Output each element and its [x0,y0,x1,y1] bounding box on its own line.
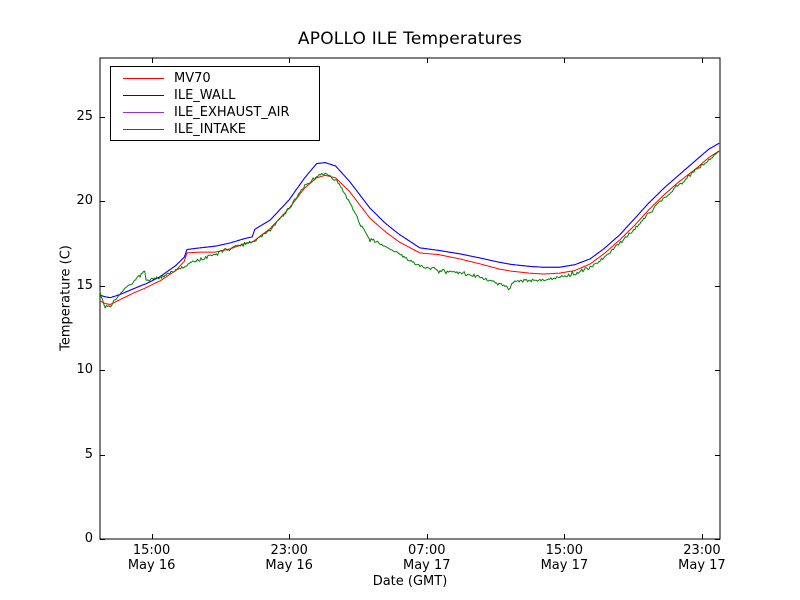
legend-label: ILE_EXHAUST_AIR [174,105,290,120]
legend: MV70 ILE_WALL ILE_EXHAUST_AIR ILE_INTAKE [110,66,320,141]
y-tick-label: 5 [84,446,93,462]
chart-title: APOLLO ILE Temperatures [297,29,523,49]
x-tick-label: 15:00 May 16 [127,543,176,573]
legend-line-swatch [123,112,164,113]
y-tick-label: 0 [84,531,93,546]
x-tick-label: 23:00 May 16 [265,543,313,573]
legend-label: ILE_INTAKE [174,122,246,137]
y-tick-label: 20 [76,193,93,209]
series-line-ile_intake [99,151,720,309]
legend-row: ILE_EXHAUST_AIR [111,104,319,121]
series-line-mv70 [99,150,720,305]
legend-line-swatch [123,95,164,96]
x-tick-label: 23:00 May 17 [678,543,726,573]
series-line-ile_wall [99,142,720,299]
series-line-ile_exhaust_air [99,142,720,299]
legend-row: MV70 [111,70,319,87]
legend-row: ILE_INTAKE [111,121,319,138]
legend-line-swatch [123,78,164,79]
y-tick-label: 15 [76,277,93,293]
x-tick-label: 07:00 May 17 [402,543,451,573]
axes-frame [99,57,721,540]
legend-label: MV70 [174,71,211,86]
y-axis-label: Temperature (C) [58,245,74,351]
y-tick-label: 10 [76,362,93,378]
x-tick-label: 15:00 May 17 [540,543,589,573]
y-tick-label: 25 [76,109,93,125]
legend-label: ILE_WALL [174,88,236,103]
legend-row: ILE_WALL [111,87,319,104]
x-axis-label: Date (GMT) [372,574,448,589]
legend-line-swatch [123,129,164,130]
